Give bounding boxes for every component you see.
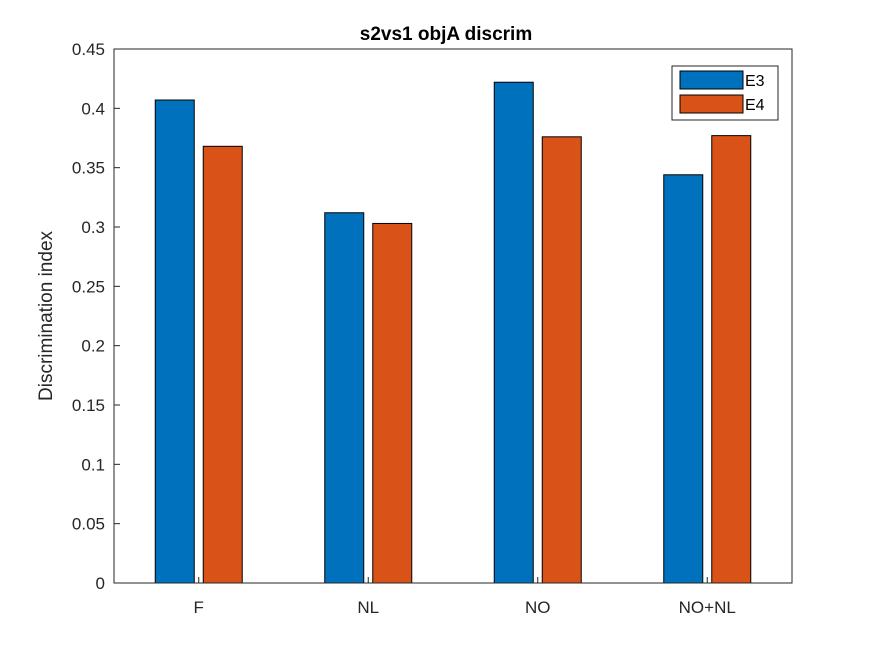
bar-e4-nl (372, 222, 413, 584)
y-tick-label: 0.2 (81, 337, 105, 356)
bar-e3-f (154, 99, 195, 584)
x-tick-label: F (194, 598, 204, 617)
x-tick-label: NO (525, 598, 551, 617)
y-tick-label: 0.05 (72, 515, 105, 534)
legend-swatch-e3 (679, 70, 744, 90)
y-tick-label: 0.3 (81, 218, 105, 237)
y-tick-label: 0.45 (72, 40, 105, 59)
bar-e3-no (493, 81, 534, 584)
bar-e4-no-nl (711, 135, 752, 584)
chart-title: s2vs1 objA discrim (360, 24, 532, 45)
legend-label-e3: E3 (745, 73, 765, 90)
legend-label-e4: E4 (745, 97, 765, 114)
bars-group (154, 81, 752, 584)
y-tick-label: 0.1 (81, 455, 105, 474)
legend-swatch-e4 (679, 94, 744, 114)
x-tick-label: NL (357, 598, 379, 617)
bar-e3-no-nl (663, 174, 704, 584)
bar-e3-nl (324, 212, 365, 584)
y-axis-title: Discrimination index (36, 231, 57, 402)
bar-e4-f (202, 145, 243, 584)
axes: 0 0.05 0.1 0.15 0.2 0.25 0.3 0.35 0.4 0.45 F NL NO NO… (72, 40, 793, 617)
y-tick-label: 0.4 (81, 99, 105, 118)
y-tick-label: 0.15 (72, 396, 105, 415)
bar-e4-no (541, 136, 582, 584)
plot-box (113, 48, 793, 584)
y-tick-label: 0 (96, 574, 105, 593)
y-tick-label: 0.25 (72, 277, 105, 296)
x-tick-label: NO+NL (679, 598, 736, 617)
y-tick-label: 0.35 (72, 159, 105, 178)
